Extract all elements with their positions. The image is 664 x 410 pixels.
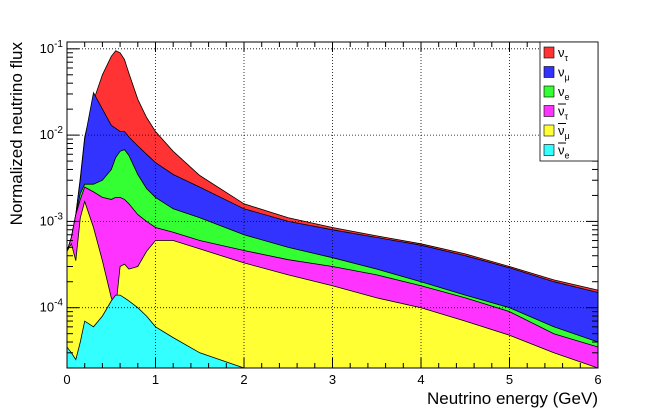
legend-swatch-nu_mu <box>543 66 555 78</box>
x-tick-label-0: 0 <box>63 372 70 387</box>
legend-label-nu_mu: νμ <box>558 65 570 83</box>
legend-label-anti_nu_tau: ντ <box>558 104 569 122</box>
legend-box <box>539 41 599 162</box>
y-tick-label-2: 10-3 <box>40 211 64 228</box>
legend-label-anti_nu_mu: νμ <box>558 123 570 141</box>
legend-swatch-nu_e <box>543 85 555 98</box>
grid-lines <box>67 42 598 368</box>
legend-label-nu_e: νe <box>558 84 570 102</box>
y-axis-title: Normalized neutrino flux <box>7 42 26 226</box>
legend-swatch-nu_tau <box>543 46 555 59</box>
x-tick-label-3: 3 <box>329 372 336 387</box>
y-tick-label-3: 10-4 <box>40 298 64 315</box>
x-tick-label-5: 5 <box>506 372 513 387</box>
area-anti_nu_mu <box>67 200 598 368</box>
x-tick-label-2: 2 <box>240 372 247 387</box>
legend-label-anti_nu_e: νe <box>558 143 570 161</box>
legend-label-nu_tau: ντ <box>558 45 569 63</box>
area-anti_nu_e <box>67 294 598 368</box>
x-tick-label-4: 4 <box>417 372 424 387</box>
legend-swatch-anti_nu_mu <box>543 124 555 137</box>
stacked-areas <box>67 50 598 368</box>
x-axis-title: Neutrino energy (GeV) <box>427 389 598 408</box>
y-tick-label-0: 10-1 <box>40 39 64 56</box>
legend-swatch-anti_nu_e <box>543 144 555 156</box>
x-tick-label-6: 6 <box>594 372 601 387</box>
legend-swatch-anti_nu_tau <box>543 105 555 117</box>
y-tick-label-1: 10-2 <box>40 125 64 142</box>
x-tick-label-1: 1 <box>152 372 159 387</box>
